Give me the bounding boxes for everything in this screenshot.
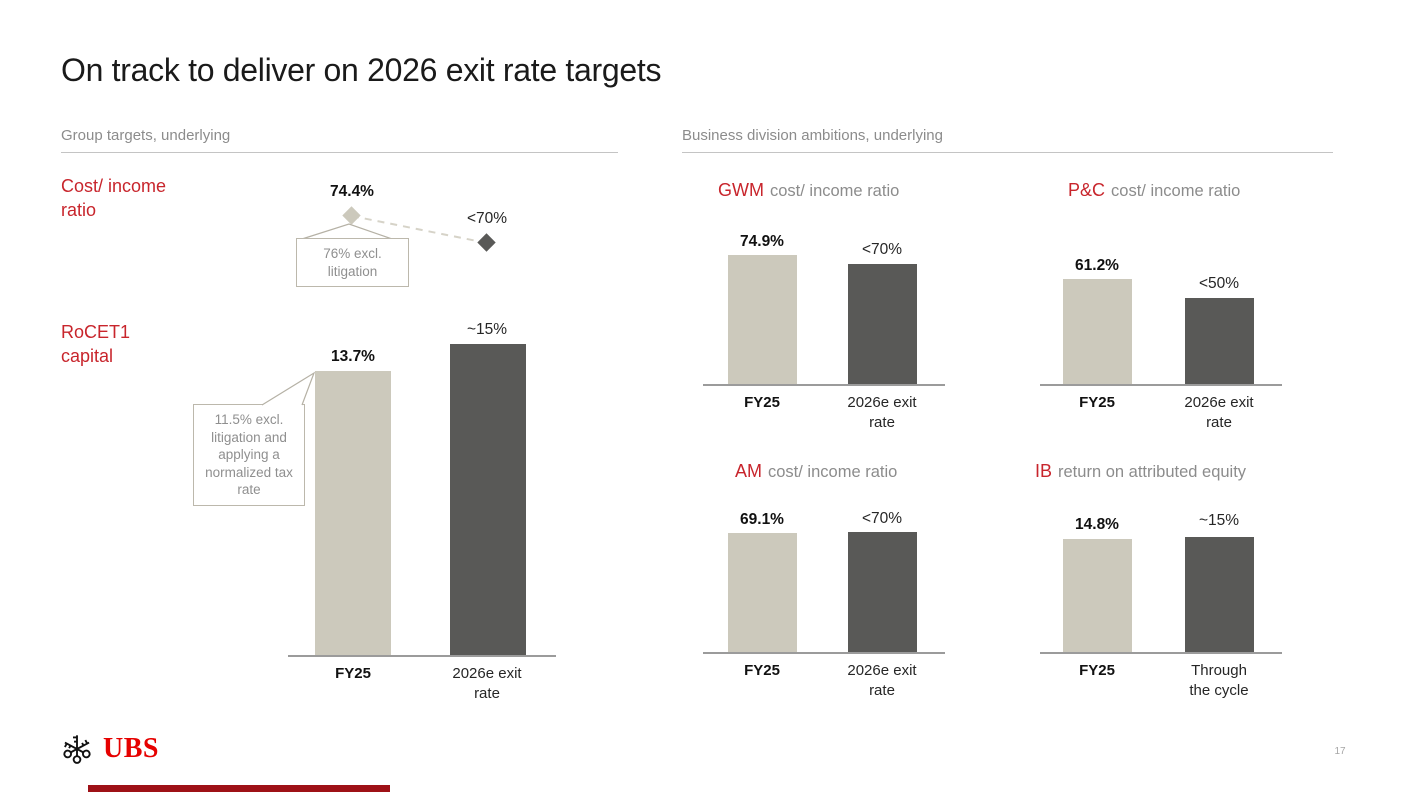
am-chart-title: AM cost/ income ratio [735,461,897,482]
rocet1-callout-box: 11.5% excl. litigation and applying a no… [193,404,305,506]
pc-axis [1040,384,1282,386]
rocet1-target-value-label: ~15% [466,321,508,338]
gwm-fy25-value-label: 74.9% [740,233,784,250]
gwm-division-label: GWM [718,180,764,200]
am-metric-label: cost/ income ratio [768,463,898,481]
pc-division-label: P&C [1068,180,1106,200]
pc-metric-label: cost/ income ratio [1111,182,1241,200]
pc-cat-target: 2026e exit rate [1184,394,1254,432]
rocet1-callout-pointer [261,371,316,406]
gwm-fy25-bar [728,255,797,384]
rocet1-axis [288,655,556,657]
ci-target-value-label: <70% [466,210,508,227]
am-fy25-value-label: 69.1% [740,511,784,528]
pc-chart-title: P&C cost/ income ratio [1068,180,1240,201]
ib-chart-title: IB return on attributed equity [1035,461,1246,482]
am-cat-target: 2026e exit rate [847,662,917,700]
pc-target-bar [1185,298,1254,384]
ib-metric-label: return on attributed equity [1058,463,1247,481]
ubs-logo: UBS [57,733,159,765]
am-target-bar [848,532,917,652]
ci-connector-graphic [301,215,488,244]
ib-fy25-bar [1063,539,1132,652]
am-cat-fy25: FY25 [744,662,780,679]
ib-axis [1040,652,1282,654]
rocet1-cat-fy25: FY25 [335,665,371,682]
gwm-cat-target: 2026e exit rate [847,394,917,432]
rocet1-fy25-value-label: 13.7% [331,348,375,365]
gwm-target-value-label: <70% [861,241,903,258]
right-section-header: Business division ambitions, underlying [682,127,1333,153]
rocet1-cat-target: 2026e exit rate [452,665,522,703]
ci-callout-box: 76% excl. litigation [296,238,409,288]
ib-cat-target: Through the cycle [1189,662,1249,700]
am-fy25-bar [728,533,797,652]
rocet1-target-bar [450,344,526,656]
ib-target-value-label: ~15% [1198,512,1240,529]
pc-cat-fy25: FY25 [1079,394,1115,411]
cost-income-row-label: Cost/ income ratio [61,176,167,221]
gwm-axis [703,384,945,386]
ubs-keys-icon [63,735,91,764]
rocet1-fy25-bar [315,371,391,656]
pc-fy25-value-label: 61.2% [1075,257,1119,274]
am-target-value-label: <70% [861,510,903,527]
ib-target-bar [1185,537,1254,652]
ib-division-label: IB [1035,461,1053,481]
left-section-header-label: Group targets, underlying [61,127,231,144]
rocet1-row-label: RoCET1 capital [61,322,131,367]
ib-fy25-value-label: 14.8% [1075,516,1119,533]
page-number: 17 [1334,746,1346,757]
ubs-logo-text: UBS [103,733,159,764]
right-section-header-label: Business division ambitions, underlying [682,127,943,144]
bottom-progress-bar [88,785,390,792]
gwm-target-bar [848,264,917,384]
gwm-metric-label: cost/ income ratio [769,182,900,200]
ib-cat-fy25: FY25 [1079,662,1115,679]
gwm-chart-title: GWM cost/ income ratio [718,180,899,201]
am-division-label: AM [735,461,762,481]
pc-target-value-label: <50% [1198,275,1240,292]
left-section-header: Group targets, underlying [61,127,618,153]
page-title: On track to deliver on 2026 exit rate ta… [61,52,662,88]
ci-fy25-value-label: 74.4% [330,183,374,200]
am-axis [703,652,945,654]
gwm-cat-fy25: FY25 [744,394,780,411]
pc-fy25-bar [1063,279,1132,384]
